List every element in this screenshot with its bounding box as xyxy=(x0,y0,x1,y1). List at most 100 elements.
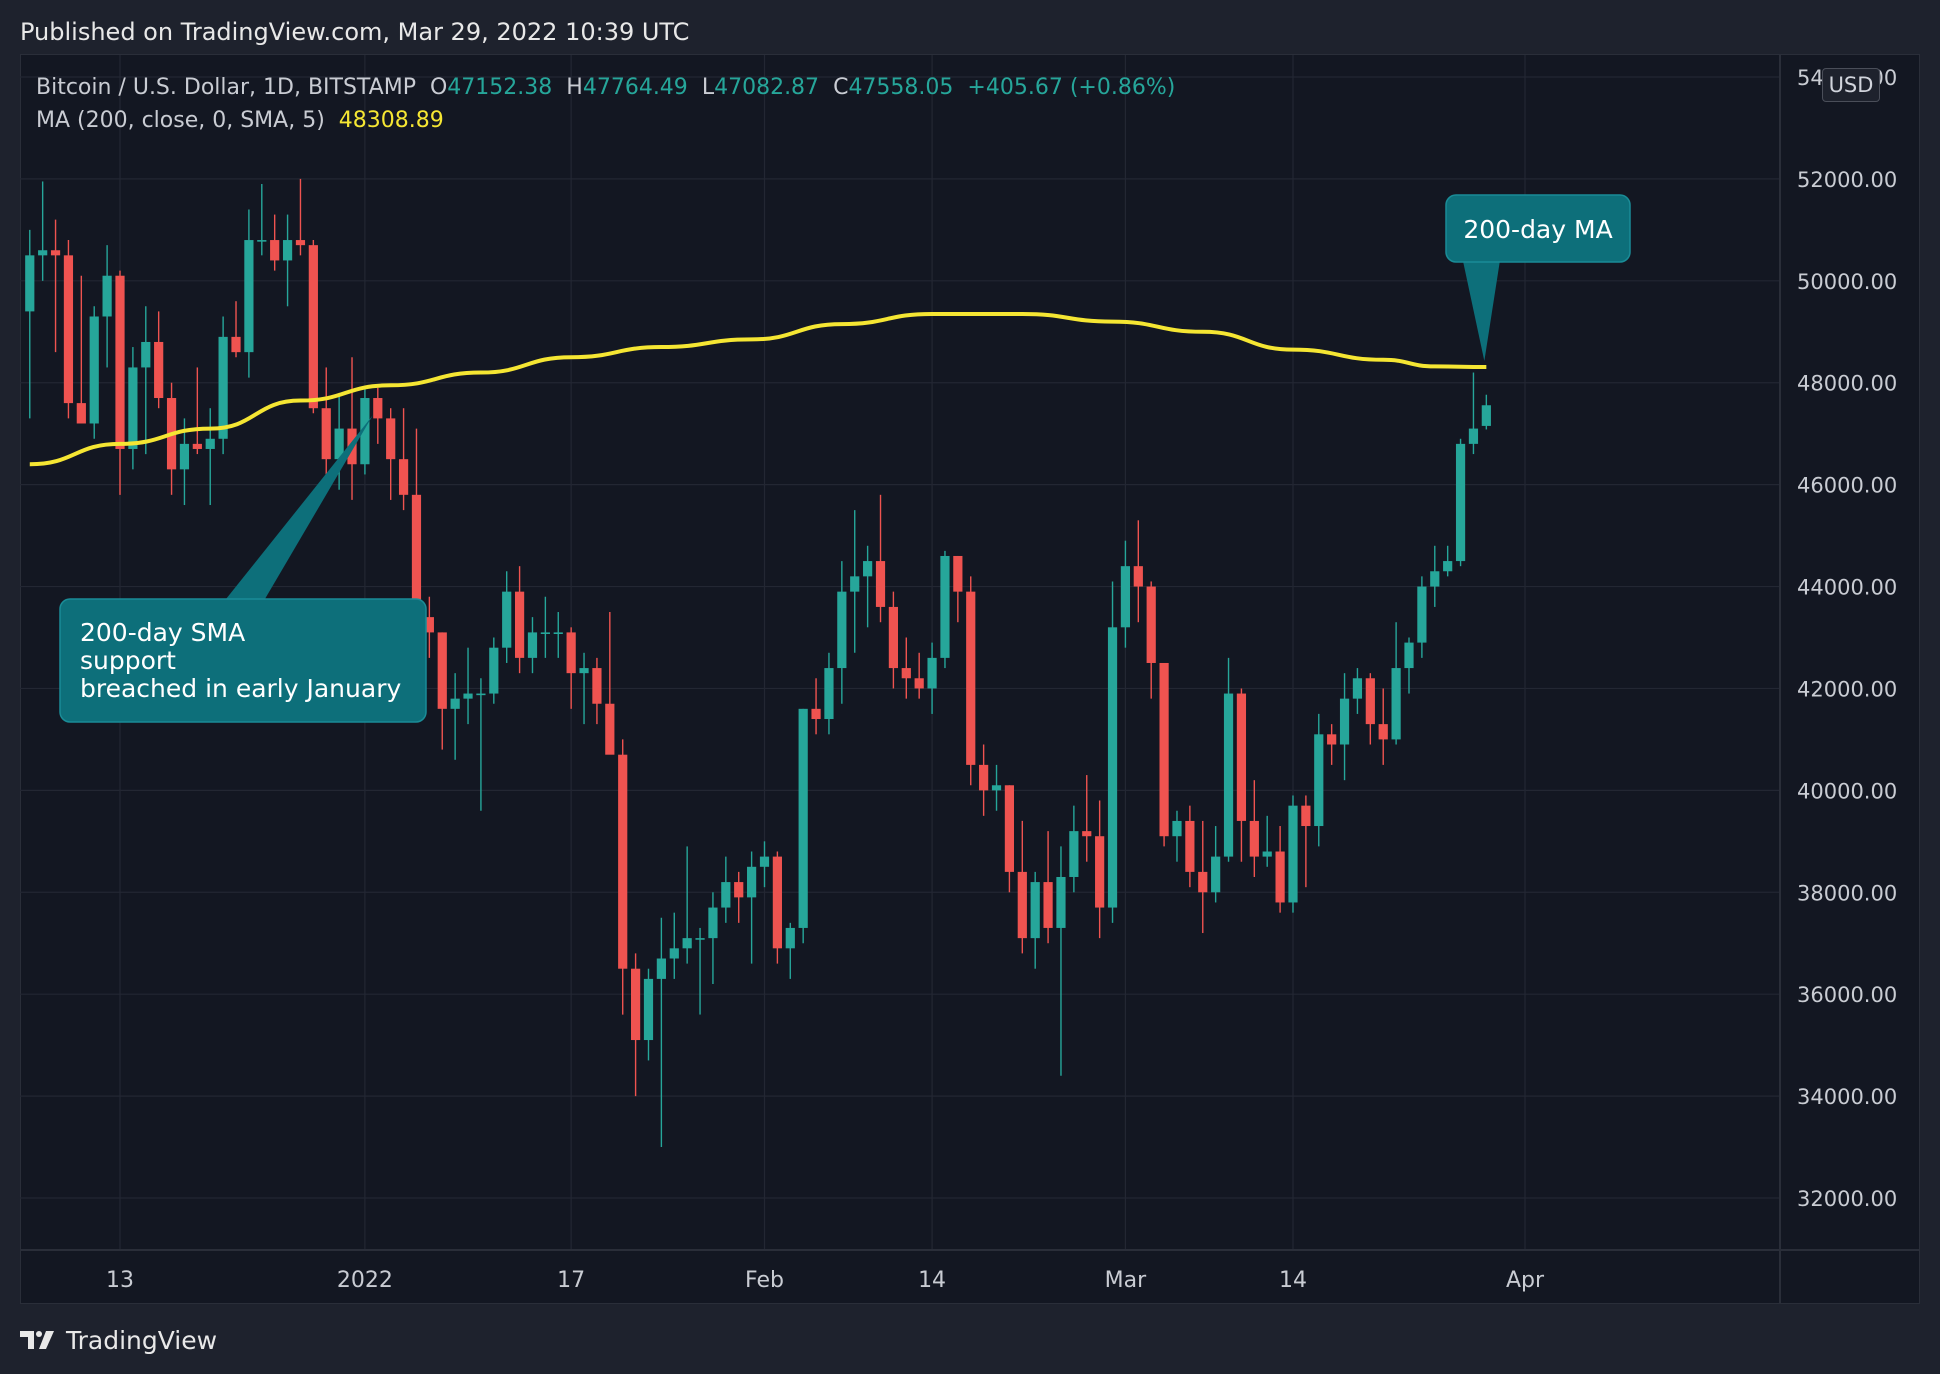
candle xyxy=(1365,673,1375,745)
candle-body xyxy=(927,657,937,689)
candle xyxy=(1082,775,1092,862)
x-tick-label: 17 xyxy=(557,1268,585,1293)
candle-body xyxy=(270,240,280,261)
candle xyxy=(270,214,280,271)
ma-value: 48308.89 xyxy=(338,108,444,133)
candle xyxy=(1069,805,1079,893)
candle-body xyxy=(1069,831,1079,877)
symbol-label[interactable]: Bitcoin / U.S. Dollar, 1D, BITSTAMP xyxy=(36,75,416,100)
candle-body xyxy=(1030,882,1040,939)
candle-body xyxy=(63,255,74,404)
callout-text-line: 200-day SMA xyxy=(80,618,245,647)
candle-body xyxy=(824,668,834,720)
candle xyxy=(991,764,1002,811)
candle-body xyxy=(592,668,602,704)
candle xyxy=(695,927,705,1015)
candle-body xyxy=(1314,734,1324,827)
candle-body xyxy=(1107,627,1118,908)
y-tick-label: 46000.00 xyxy=(1797,474,1897,498)
candle xyxy=(1043,831,1053,944)
candle xyxy=(115,270,125,495)
candle xyxy=(295,178,306,256)
candle xyxy=(734,871,744,923)
candle xyxy=(1314,713,1324,847)
y-tick-label: 38000.00 xyxy=(1797,881,1897,905)
candle xyxy=(1185,805,1195,888)
candle-body xyxy=(1120,566,1131,628)
candle-body xyxy=(888,606,898,669)
candle xyxy=(605,612,615,755)
candle xyxy=(192,367,202,455)
candle xyxy=(1236,688,1247,862)
candle xyxy=(618,739,628,1015)
y-tick-label: 40000.00 xyxy=(1797,779,1897,803)
candle-body xyxy=(218,336,228,439)
ma-label[interactable]: MA (200, close, 0, SMA, 5) xyxy=(36,108,325,133)
candle xyxy=(940,550,950,669)
candle-body xyxy=(1043,882,1053,928)
candle xyxy=(1056,846,1066,1076)
candle xyxy=(1443,545,1453,577)
candle xyxy=(25,229,35,419)
candle-body xyxy=(1288,805,1298,903)
open-label: O xyxy=(429,75,448,100)
candle-body xyxy=(540,632,550,635)
callout-text-line: breached in early January xyxy=(80,674,401,703)
candle xyxy=(1481,394,1491,430)
candle xyxy=(373,387,383,444)
candle xyxy=(875,494,886,623)
callout-200-day-ma[interactable]: 200-day MA xyxy=(1445,194,1631,361)
candle-body xyxy=(411,494,422,618)
candle xyxy=(747,851,757,964)
candle xyxy=(798,708,808,944)
candle-body xyxy=(502,591,512,648)
high-label: H xyxy=(566,75,583,100)
candle-body xyxy=(901,668,911,679)
candle-body xyxy=(463,693,473,699)
candle xyxy=(837,561,847,704)
candle-body xyxy=(373,398,383,419)
candle-body xyxy=(1352,678,1363,699)
candle-body xyxy=(1468,428,1479,444)
candle xyxy=(231,301,241,358)
candle xyxy=(179,418,190,506)
candle-body xyxy=(115,275,125,449)
y-tick-label: 32000.00 xyxy=(1797,1187,1897,1211)
candle xyxy=(1391,622,1401,745)
close-label: C xyxy=(833,75,849,100)
candle xyxy=(347,357,357,500)
candle-body xyxy=(1004,785,1015,872)
candle-body xyxy=(257,240,267,242)
candle xyxy=(257,184,267,256)
callout-box xyxy=(59,598,427,723)
candle-body xyxy=(772,856,782,949)
candle-body xyxy=(1223,693,1234,857)
y-tick-label: 48000.00 xyxy=(1797,372,1897,396)
candle xyxy=(218,316,228,455)
candle-body xyxy=(1017,871,1027,939)
candle xyxy=(966,576,976,786)
y-tick-label: 42000.00 xyxy=(1797,677,1897,701)
candle xyxy=(489,637,499,704)
low-label: L xyxy=(701,75,715,100)
candle-body xyxy=(1339,698,1350,745)
candle xyxy=(437,632,447,750)
candle xyxy=(527,617,538,674)
x-tick-label: 14 xyxy=(918,1268,946,1293)
candle xyxy=(579,652,589,725)
tradingview-logo[interactable]: TradingView xyxy=(20,1324,217,1356)
currency-button[interactable]: USD xyxy=(1822,68,1880,102)
candle xyxy=(398,408,409,511)
candle-body xyxy=(1095,836,1105,908)
candle xyxy=(50,219,61,353)
candle xyxy=(863,545,873,628)
candle-body xyxy=(1481,405,1491,426)
candle-body xyxy=(1443,561,1453,572)
candle xyxy=(1198,820,1208,934)
candle xyxy=(1339,673,1350,781)
y-tick-label: 52000.00 xyxy=(1797,168,1897,192)
candle-body xyxy=(1391,668,1401,740)
